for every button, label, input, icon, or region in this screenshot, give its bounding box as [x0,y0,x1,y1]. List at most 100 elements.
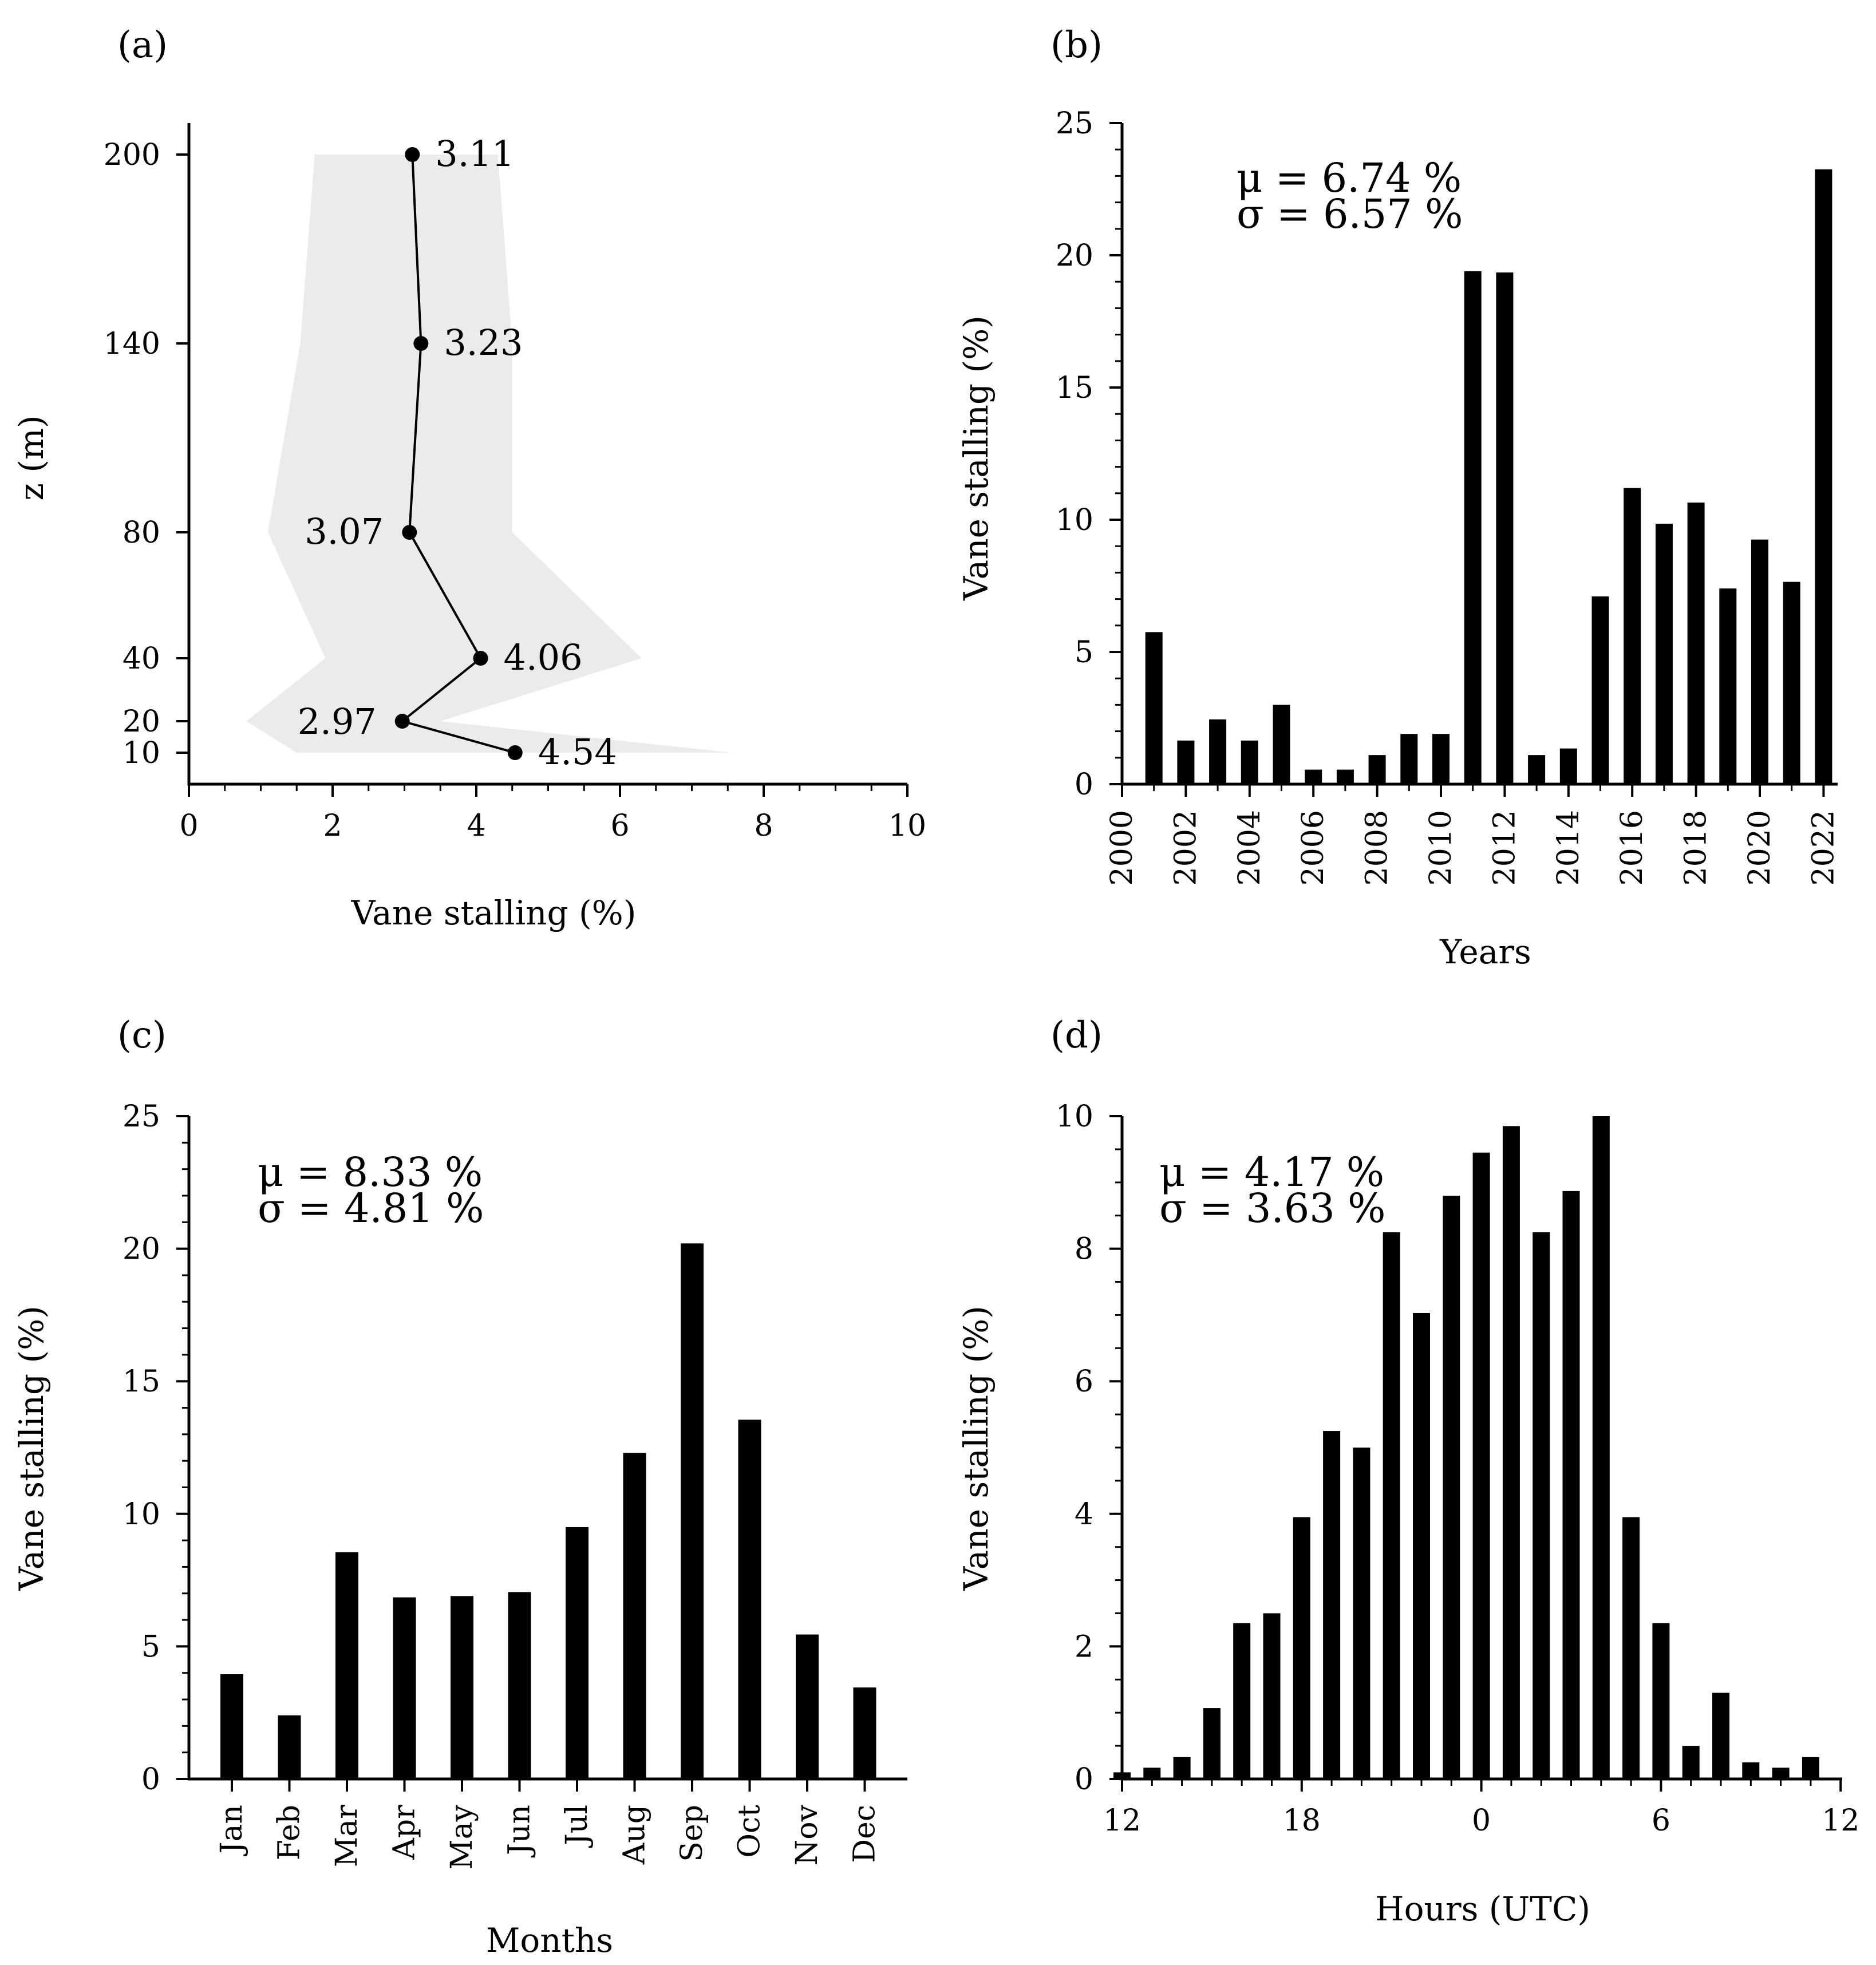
d-bar [1143,1768,1161,1779]
a-point-label: 4.54 [538,731,617,773]
a-y-tick-label: 140 [104,327,160,361]
d-bar [1502,1126,1520,1779]
d-bar [1263,1613,1281,1779]
c-y-tick-label: 20 [123,1232,160,1267]
a-y-tick-label: 20 [123,705,160,739]
c-bar [623,1453,646,1779]
b-x-tick-label: 2022 [1806,810,1841,885]
a-data-point [413,336,429,351]
b-bar [1783,582,1800,784]
c-y-tick-label: 0 [141,1762,160,1797]
c-sigma-stat: σ = 4.81 % [258,1185,484,1232]
d-bar [1413,1312,1430,1779]
a-x-axis-label: Vane stalling (%) [351,893,637,932]
a-y-tick-label: 80 [123,516,160,550]
d-bar [1293,1517,1310,1779]
d-bar [1592,1116,1610,1779]
a-x-tick-label: 10 [888,809,926,843]
b-bar [1751,539,1768,784]
a-data-point [394,714,410,729]
d-x-tick-label: 12 [1103,1804,1141,1838]
b-bar [1464,271,1482,785]
a-panel-label: (a) [117,24,168,66]
c-mean-stat: μ = 8.33 % [258,1149,483,1196]
c-x-tick-label: Jan [215,1805,249,1856]
d-y-tick-label: 8 [1075,1232,1093,1267]
b-bar [1368,755,1386,784]
a-data-point [402,525,417,540]
b-bar [1815,169,1832,785]
b-bar [1528,755,1546,784]
a-point-label: 3.07 [305,511,384,552]
d-y-tick-label: 6 [1075,1365,1093,1399]
d-panel-label: (d) [1050,1014,1103,1057]
d-mean-stat: μ = 4.17 % [1159,1149,1384,1196]
a-profile-line [400,154,516,754]
b-bar [1432,734,1450,784]
b-bar [1305,769,1322,784]
d-bar [1742,1762,1760,1779]
d-y-tick-label: 4 [1075,1497,1093,1532]
d-bar [1652,1623,1670,1779]
c-x-tick-label: Dec [848,1805,882,1863]
d-bar [1233,1623,1251,1779]
b-y-tick-label: 20 [1056,239,1093,273]
d-bar [1622,1517,1640,1779]
c-bar [796,1634,819,1779]
b-bar [1145,632,1163,784]
b-x-tick-label: 2002 [1168,810,1203,885]
b-y-axis-label: Vane stalling (%) [957,315,996,601]
b-bar [1624,488,1641,784]
d-x-tick-label: 12 [1822,1804,1859,1838]
a-y-axis-label: z (m) [12,415,51,500]
b-bar [1496,272,1514,784]
b-mean-stat: μ = 6.74 % [1237,155,1462,201]
d-bar [1562,1191,1580,1779]
b-y-tick-label: 5 [1075,635,1093,670]
d-sigma-stat: σ = 3.63 % [1159,1185,1386,1232]
c-x-tick-label: Jun [503,1805,537,1858]
b-x-tick-label: 2006 [1296,810,1330,885]
d-bar [1203,1708,1221,1779]
b-bar [1559,748,1577,784]
a-y-tick-label: 200 [104,138,160,172]
c-y-axis-label: Vane stalling (%) [12,1306,51,1591]
b-y-tick-label: 15 [1056,371,1093,405]
b-x-tick-label: 2012 [1487,810,1522,885]
c-bar [508,1592,531,1779]
b-bar [1687,502,1705,784]
a-x-tick-label: 6 [610,809,629,843]
a-point-label: 3.23 [444,322,523,363]
d-bar [1383,1232,1400,1779]
b-sigma-stat: σ = 6.57 % [1237,191,1463,238]
b-y-tick-label: 25 [1056,106,1093,141]
panel-c: 0 5 10 15 20 25 Jan Feb Mar Apr May Jun Jul Aug Sep Oct… [12,1014,907,1960]
c-x-tick-label: Feb [272,1805,307,1860]
b-y-tick-label: 10 [1056,503,1093,537]
b-x-tick-label: 2018 [1679,810,1713,885]
c-x-tick-label: Apr [388,1805,422,1860]
b-bar [1177,740,1195,784]
b-bar [1209,719,1227,784]
d-bar [1173,1757,1191,1779]
c-bar [853,1687,876,1779]
d-bar [1443,1195,1460,1779]
a-x-tick-label: 8 [754,809,773,843]
d-bar [1682,1746,1700,1779]
d-x-axis-label: Hours (UTC) [1375,1889,1590,1928]
a-y-tick-label: 10 [123,736,160,770]
d-bar [1712,1693,1729,1779]
panel-d: 0 2 4 6 8 10 12 18 0 6 12 μ = 4.17 %σ = 3.63 % Hours… [957,1014,1859,1928]
d-y-tick-label: 0 [1075,1762,1093,1797]
d-y-tick-label: 2 [1075,1630,1093,1664]
b-x-tick-label: 2010 [1424,810,1458,885]
b-x-tick-label: 2014 [1551,810,1586,885]
a-point-label: 2.97 [298,701,377,742]
c-bar [451,1596,473,1779]
b-x-tick-label: 2020 [1743,810,1777,885]
b-bar [1655,523,1673,784]
a-data-point [507,745,523,760]
d-x-tick-label: 18 [1283,1804,1321,1838]
c-bar [335,1552,358,1779]
